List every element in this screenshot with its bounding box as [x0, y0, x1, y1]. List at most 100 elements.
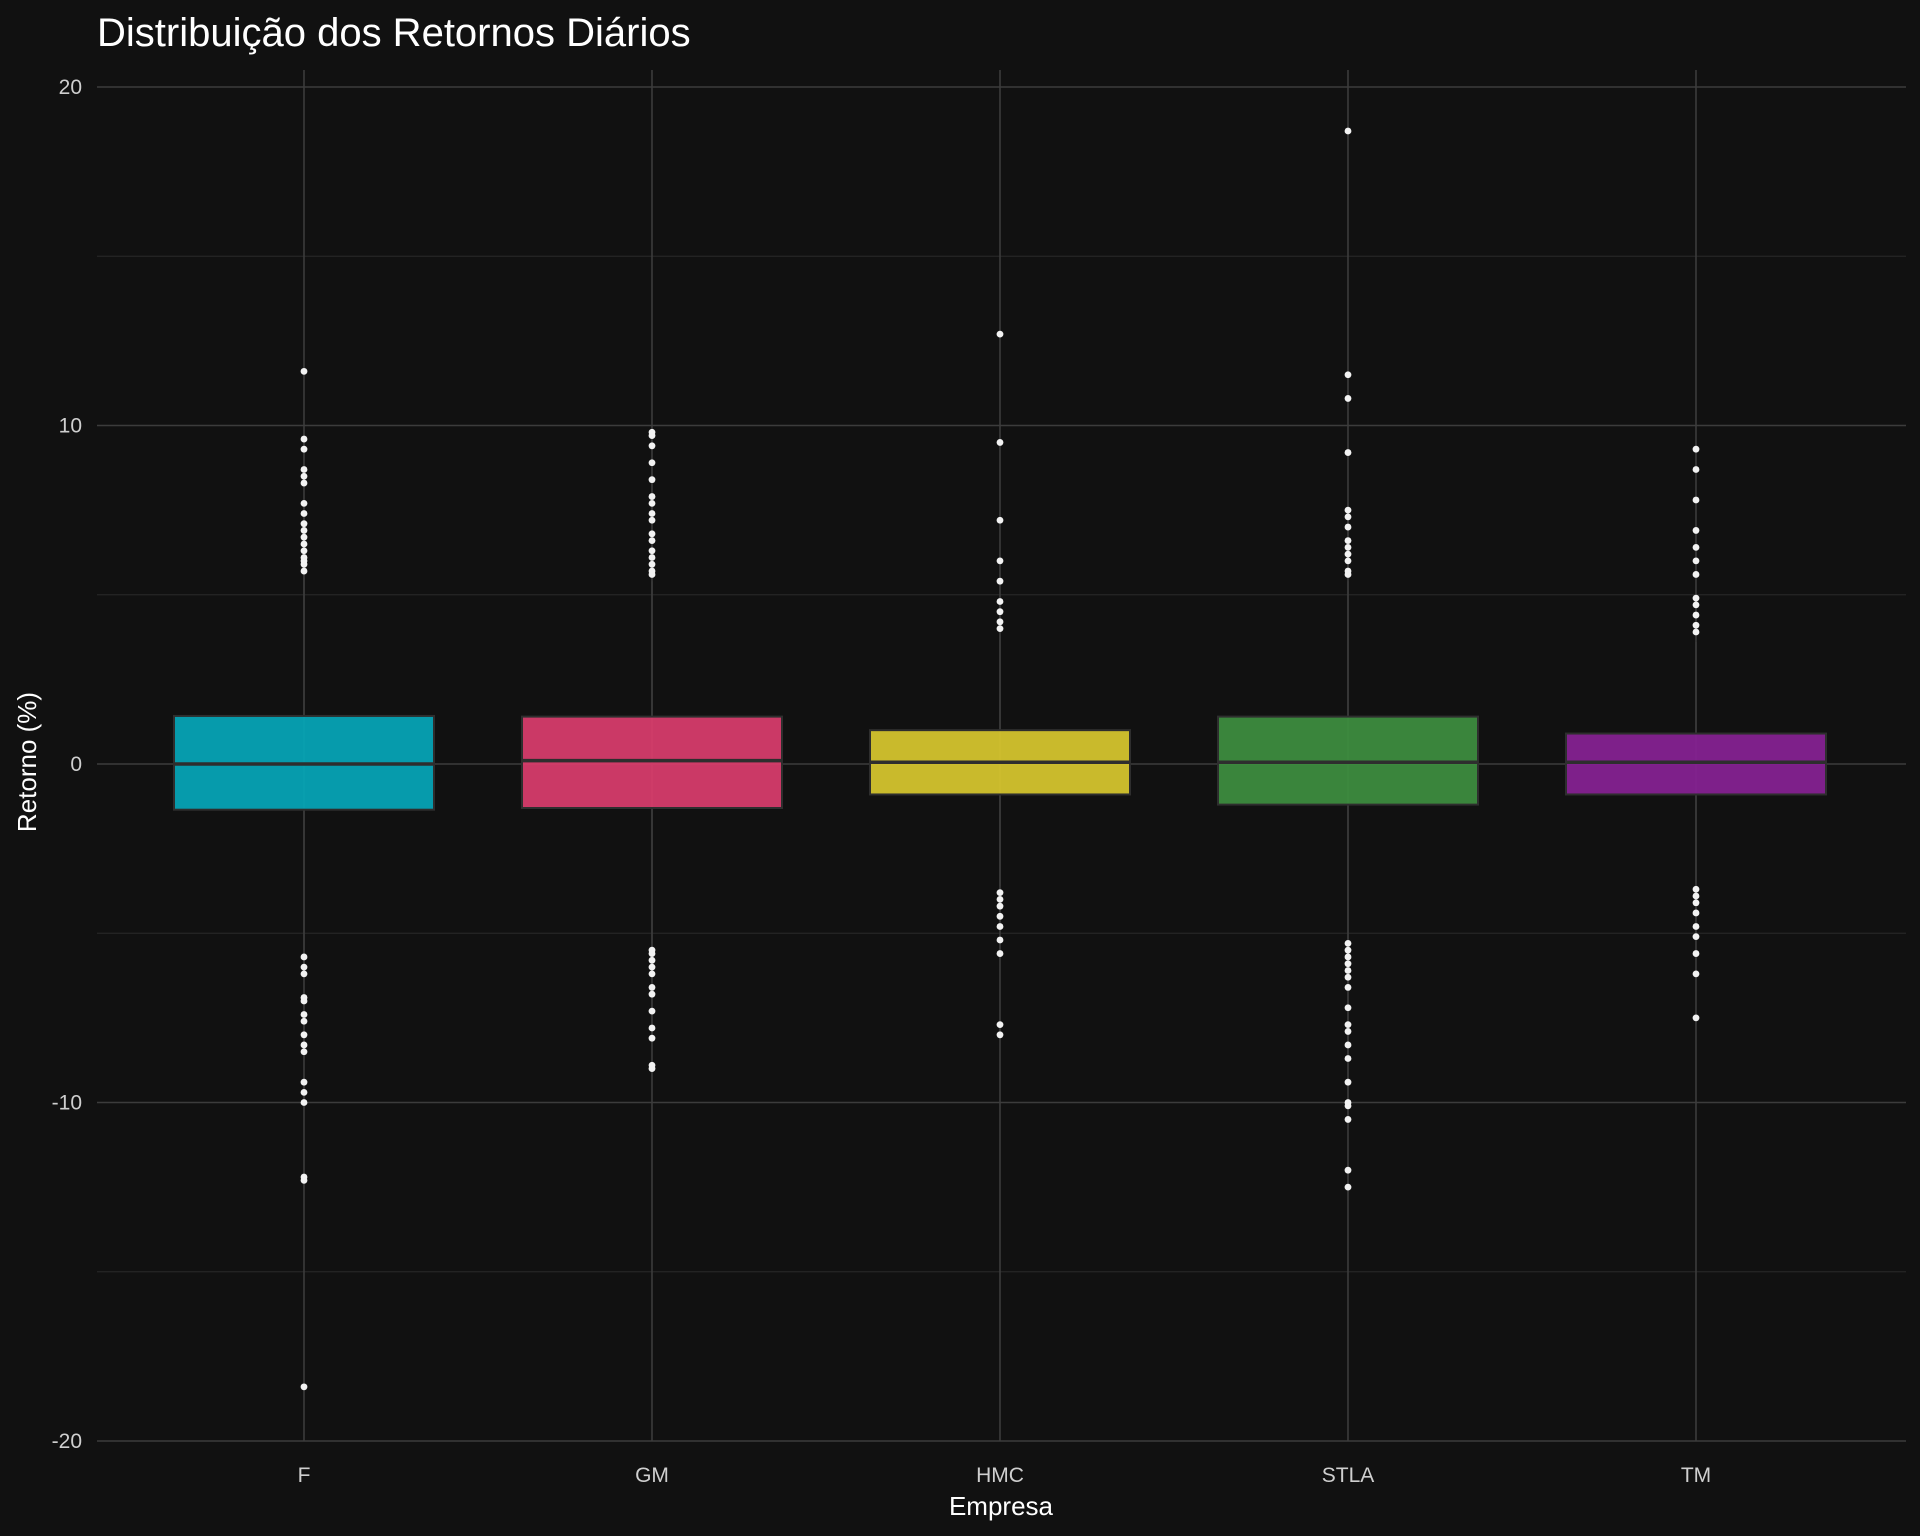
x-tick-label: F — [298, 1464, 311, 1487]
x-axis-title: Empresa — [949, 1491, 1054, 1521]
x-axis-ticks: F GM HMC STLA TM — [298, 1464, 1712, 1487]
outlier-point — [1344, 1116, 1352, 1123]
outlier-point — [1344, 946, 1352, 954]
outlier-point — [1692, 445, 1700, 453]
outlier-point — [1344, 953, 1352, 961]
outlier-point — [300, 997, 308, 1005]
outlier-point — [648, 1007, 656, 1015]
outlier-point — [1344, 557, 1352, 565]
outlier-point — [1692, 628, 1700, 636]
outlier-point — [300, 445, 308, 453]
outlier-point — [648, 1034, 656, 1042]
outliers-layer — [300, 127, 1700, 1391]
outlier-point — [300, 479, 308, 487]
x-tick-label: GM — [635, 1464, 669, 1487]
outlier-point — [996, 625, 1004, 632]
outlier-point — [1692, 571, 1700, 578]
outlier-point — [1344, 543, 1352, 551]
outlier-point — [648, 493, 656, 500]
outlier-point — [1344, 984, 1352, 991]
outlier-point — [996, 902, 1004, 910]
outlier-point — [300, 520, 308, 528]
outlier-point — [1692, 933, 1700, 941]
outlier-point — [1692, 557, 1700, 565]
y-tick-label: 10 — [59, 415, 82, 438]
outlier-point — [648, 432, 656, 440]
outlier-point — [996, 889, 1004, 897]
outlier-point — [300, 540, 308, 548]
x-tick-label: STLA — [1322, 1464, 1375, 1487]
y-tick-label: -20 — [52, 1430, 82, 1453]
outlier-point — [1692, 899, 1700, 907]
outlier-point — [1344, 449, 1352, 456]
y-axis-ticks: -20 -10 0 10 20 — [52, 76, 82, 1453]
outlier-point — [300, 510, 308, 517]
outlier-point — [1692, 892, 1700, 900]
outlier-point — [1344, 395, 1352, 402]
outlier-point — [300, 466, 308, 473]
outlier-point — [996, 439, 1004, 446]
outlier-point — [300, 533, 308, 541]
outlier-point — [648, 990, 656, 998]
outlier-point — [1692, 621, 1700, 629]
outlier-point — [300, 499, 308, 507]
outlier-point — [1344, 960, 1352, 968]
outlier-point — [1344, 1102, 1352, 1110]
outlier-point — [300, 560, 308, 568]
outlier-point — [300, 1088, 308, 1096]
y-tick-label: -10 — [52, 1092, 82, 1115]
outlier-point — [1344, 506, 1352, 514]
outlier-point — [300, 367, 308, 375]
outlier-point — [300, 1011, 308, 1018]
outlier-point — [300, 1078, 308, 1086]
outlier-point — [1692, 950, 1700, 957]
outlier-point — [648, 499, 656, 507]
outlier-point — [648, 571, 656, 578]
outlier-point — [1344, 550, 1352, 558]
outlier-point — [648, 516, 656, 524]
outlier-point — [1692, 496, 1700, 504]
outlier-point — [1692, 594, 1700, 602]
outlier-point — [1344, 571, 1352, 578]
outlier-point — [1344, 940, 1352, 947]
outlier-point — [300, 1099, 308, 1106]
outlier-point — [300, 567, 308, 575]
outlier-point — [648, 963, 656, 971]
outlier-point — [1344, 127, 1352, 135]
outlier-point — [1344, 1078, 1352, 1086]
outlier-point — [1692, 466, 1700, 473]
outlier-point — [300, 1176, 308, 1184]
outlier-point — [1692, 1014, 1700, 1022]
outlier-point — [1344, 1055, 1352, 1062]
outlier-point — [300, 435, 308, 443]
grid-minor-lines — [97, 255, 1906, 1273]
outlier-point — [648, 984, 656, 991]
outlier-point — [300, 1031, 308, 1039]
outlier-point — [996, 936, 1004, 944]
outlier-point — [300, 547, 308, 555]
outlier-point — [1344, 1166, 1352, 1174]
outlier-point — [996, 516, 1004, 524]
outlier-point — [648, 530, 656, 538]
outlier-point — [648, 554, 656, 561]
outlier-point — [300, 527, 308, 534]
outlier-point — [300, 1383, 308, 1391]
outlier-point — [1344, 1028, 1352, 1035]
outlier-point — [300, 1041, 308, 1049]
outlier-point — [996, 896, 1004, 903]
outlier-point — [996, 923, 1004, 930]
y-tick-label: 0 — [70, 753, 82, 776]
outlier-point — [1344, 371, 1352, 379]
y-axis-title: Retorno (%) — [12, 692, 42, 832]
outlier-point — [996, 1031, 1004, 1039]
outlier-point — [996, 618, 1004, 626]
outlier-point — [648, 956, 656, 964]
outlier-point — [996, 1021, 1004, 1029]
outlier-point — [996, 608, 1004, 616]
x-tick-label: TM — [1681, 1464, 1711, 1487]
outlier-point — [1344, 523, 1352, 531]
outlier-point — [996, 577, 1004, 585]
outlier-point — [1692, 601, 1700, 609]
outlier-point — [1692, 970, 1700, 978]
